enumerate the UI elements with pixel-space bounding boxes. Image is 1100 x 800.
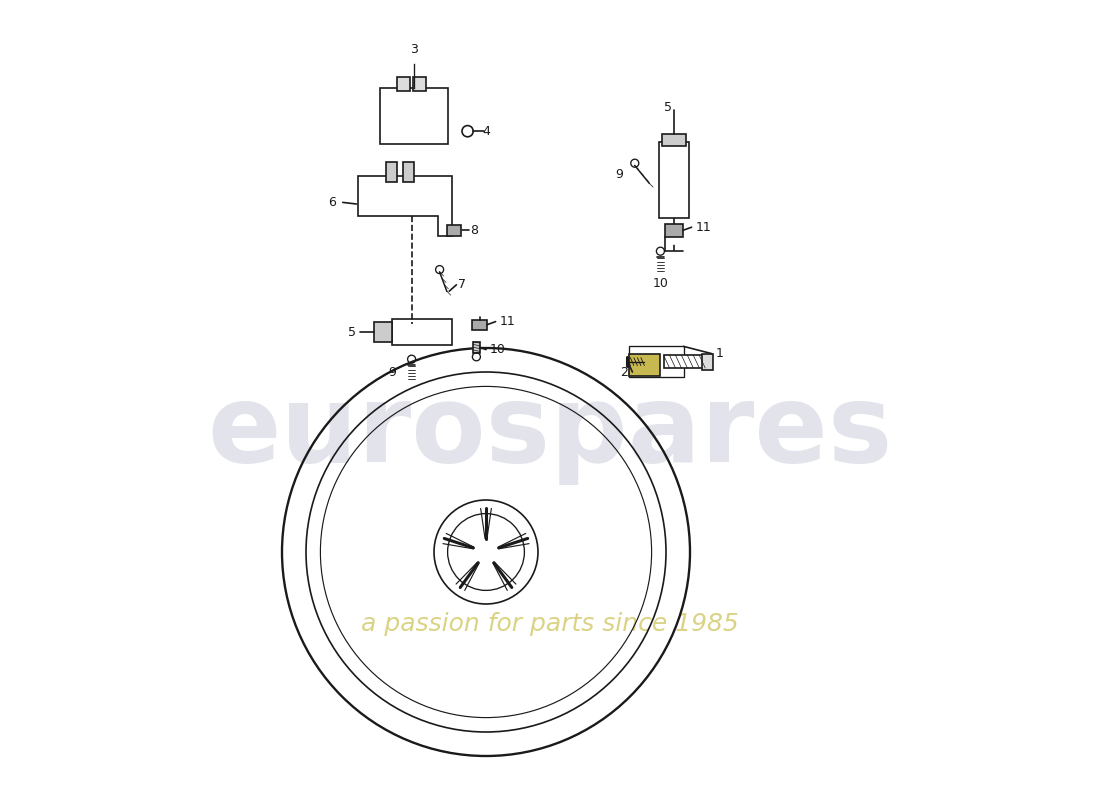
Bar bbox=[663, 355, 705, 368]
Bar bbox=[473, 342, 480, 353]
Bar bbox=[392, 319, 452, 345]
Text: 11: 11 bbox=[499, 315, 515, 328]
Text: 4: 4 bbox=[482, 125, 490, 138]
Bar bbox=[414, 77, 426, 91]
Text: 3: 3 bbox=[410, 43, 418, 56]
Bar bbox=[629, 346, 683, 377]
Bar bbox=[386, 162, 397, 182]
Bar bbox=[404, 162, 414, 182]
Text: eurospares: eurospares bbox=[207, 379, 893, 485]
Bar bbox=[662, 134, 686, 146]
Text: 6: 6 bbox=[329, 196, 337, 209]
Text: 9: 9 bbox=[388, 366, 396, 378]
Text: 2: 2 bbox=[620, 366, 628, 378]
Text: a passion for parts since 1985: a passion for parts since 1985 bbox=[361, 612, 739, 636]
Bar bbox=[666, 224, 683, 237]
Text: 7: 7 bbox=[458, 278, 466, 291]
Bar bbox=[472, 319, 487, 330]
Text: 9: 9 bbox=[616, 168, 624, 181]
Bar bbox=[397, 77, 410, 91]
Text: 5: 5 bbox=[664, 101, 672, 114]
Bar bbox=[447, 226, 461, 235]
Text: 5: 5 bbox=[349, 326, 356, 338]
Bar bbox=[629, 354, 660, 376]
Bar bbox=[379, 88, 448, 144]
Text: 8: 8 bbox=[470, 224, 478, 237]
Text: 11: 11 bbox=[695, 221, 712, 234]
Bar bbox=[659, 142, 690, 218]
Bar bbox=[702, 354, 713, 370]
Bar bbox=[374, 322, 392, 342]
Text: 10: 10 bbox=[490, 343, 506, 356]
Text: 10: 10 bbox=[652, 277, 669, 290]
Text: 1: 1 bbox=[716, 347, 724, 360]
